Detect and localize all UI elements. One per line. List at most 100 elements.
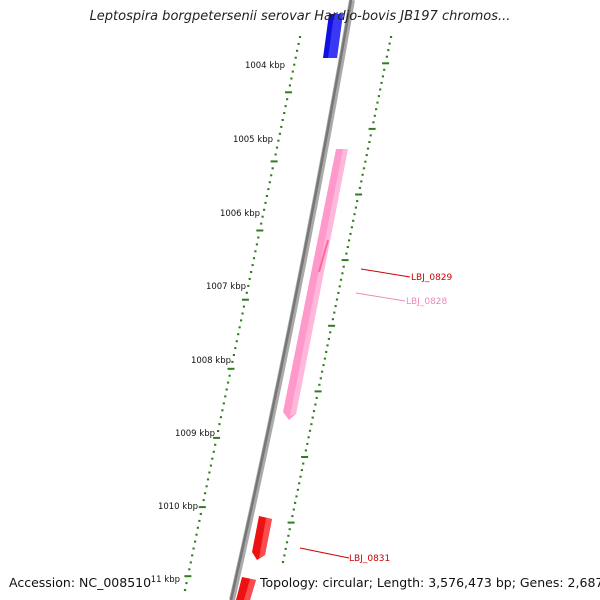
inner-minor-tick xyxy=(326,344,329,347)
coordinate-minor-tick xyxy=(293,63,296,66)
inner-major-tick xyxy=(328,324,336,327)
chromosome-backbone-core xyxy=(229,0,353,600)
coordinate-minor-tick xyxy=(221,409,224,412)
coordinate-major-tick xyxy=(198,506,206,509)
coordinate-minor-tick xyxy=(224,395,227,398)
gene-label-lbj-0829[interactable]: LBJ_0829 xyxy=(411,273,453,283)
inner-minor-tick xyxy=(383,68,386,71)
inner-minor-tick xyxy=(283,554,286,557)
coordinate-minor-tick xyxy=(198,519,201,522)
inner-minor-tick xyxy=(342,265,345,268)
leader-line-lbj-0828 xyxy=(355,292,406,302)
coordinate-minor-tick xyxy=(251,264,254,267)
coordinate-minor-tick xyxy=(288,84,291,87)
inner-minor-tick xyxy=(387,49,390,52)
inner-minor-tick xyxy=(376,101,379,104)
gene-feature-lbj-0829[interactable] xyxy=(318,239,329,273)
inner-minor-tick xyxy=(300,469,303,472)
inner-minor-tick xyxy=(333,311,336,314)
coordinate-minor-tick xyxy=(265,195,268,197)
coordinate-minor-tick xyxy=(290,77,293,80)
coordinate-minor-tick xyxy=(242,305,245,308)
gene-labels: LBJ_0829 LBJ_0828 LBJ_0831 xyxy=(349,273,453,564)
gene-label-lbj-0831[interactable]: LBJ_0831 xyxy=(349,554,390,564)
inner-minor-tick xyxy=(341,272,344,275)
coordinate-minor-tick xyxy=(192,547,195,550)
coordinate-minor-tick xyxy=(252,257,256,260)
coordinate-minor-tick xyxy=(278,132,281,135)
coordinate-minor-tick xyxy=(212,450,215,453)
coordinate-minor-tick xyxy=(254,250,257,253)
inner-minor-tick xyxy=(352,219,355,222)
coordinate-minor-tick xyxy=(214,443,217,446)
inner-minor-tick xyxy=(315,396,318,399)
coordinate-minor-tick xyxy=(284,105,287,108)
inner-major-tick xyxy=(314,390,322,393)
coordinate-minor-tick xyxy=(189,561,192,564)
coordinate-minor-tick xyxy=(183,589,187,591)
coordinate-minor-tick xyxy=(294,56,297,59)
coordinate-minor-tick xyxy=(261,215,264,218)
coordinate-minor-tick xyxy=(195,533,198,536)
gene-label-lbj-0828[interactable]: LBJ_0828 xyxy=(406,297,448,307)
kbp-label: 1007 kbp xyxy=(206,282,246,292)
kbp-labels: 1004 kbp 1005 kbp 1006 kbp 1007 kbp 1008… xyxy=(140,61,285,585)
inner-minor-tick xyxy=(298,482,301,485)
inner-minor-tick xyxy=(331,318,334,321)
coordinate-minor-tick xyxy=(191,554,194,557)
inner-minor-tick xyxy=(361,173,364,176)
coordinate-minor-tick xyxy=(204,492,207,495)
coordinate-minor-tick xyxy=(296,49,299,52)
inner-minor-tick xyxy=(345,252,348,255)
coordinate-minor-tick xyxy=(270,174,273,177)
inner-minor-tick xyxy=(299,475,302,478)
coordinate-minor-tick xyxy=(297,42,300,45)
coordinate-minor-tick xyxy=(274,153,277,156)
inner-minor-tick xyxy=(385,55,388,58)
coordinate-minor-tick xyxy=(237,333,240,336)
coordinate-tick-track xyxy=(183,36,302,591)
inner-major-tick xyxy=(341,259,349,262)
inner-minor-tick xyxy=(310,423,313,426)
coordinate-minor-tick xyxy=(263,208,266,211)
inner-minor-tick xyxy=(291,515,294,518)
inner-minor-tick xyxy=(372,121,375,124)
inner-minor-tick xyxy=(349,232,352,235)
coordinate-minor-tick xyxy=(185,582,188,585)
inner-minor-tick xyxy=(369,134,372,137)
accession-label: Accession: NC_008510 xyxy=(9,575,152,590)
coordinate-major-tick xyxy=(285,91,292,94)
inner-minor-tick xyxy=(339,278,343,281)
inner-minor-tick xyxy=(380,81,383,84)
coordinate-minor-tick xyxy=(205,485,208,488)
inner-minor-tick xyxy=(295,495,298,498)
inner-minor-tick xyxy=(281,561,285,563)
inner-minor-tick xyxy=(362,167,366,170)
coordinate-minor-tick xyxy=(275,146,279,149)
coordinate-minor-tick xyxy=(199,513,202,515)
inner-minor-tick xyxy=(365,154,368,157)
coordinate-minor-tick xyxy=(268,181,271,184)
gene-feature-bottom-red-shade xyxy=(244,579,256,600)
coordinate-minor-tick xyxy=(238,326,241,329)
inner-minor-tick xyxy=(319,377,322,380)
inner-minor-tick xyxy=(312,410,316,413)
inner-minor-tick xyxy=(358,186,361,189)
coordinate-minor-tick xyxy=(247,284,250,287)
inner-minor-tick xyxy=(350,226,353,229)
inner-minor-tick xyxy=(334,305,337,308)
inner-major-tick xyxy=(368,127,376,130)
inner-minor-tick xyxy=(292,508,295,511)
kbp-label: 1011 kbp xyxy=(140,575,180,585)
inner-minor-tick xyxy=(285,541,289,544)
inner-minor-tick xyxy=(311,416,314,419)
inner-minor-tick xyxy=(318,383,321,386)
coordinate-minor-tick xyxy=(234,347,237,350)
inner-minor-tick xyxy=(323,357,326,360)
inner-minor-tick xyxy=(360,180,363,183)
inner-minor-tick xyxy=(308,429,312,432)
inner-minor-tick xyxy=(296,488,299,491)
coordinate-minor-tick xyxy=(225,388,228,391)
coordinate-major-tick xyxy=(213,436,221,439)
